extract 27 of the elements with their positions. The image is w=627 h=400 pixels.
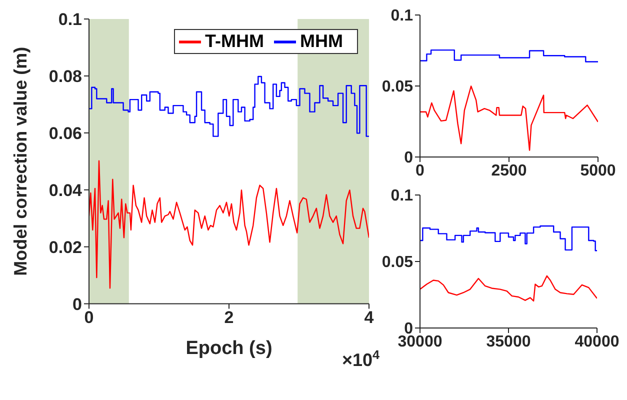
y-tick-label: 0.06: [48, 124, 82, 143]
x-tick-label: 0: [416, 162, 425, 180]
y-tick-label: 0: [404, 150, 414, 167]
x-tick-label: 2500: [491, 162, 527, 180]
y-tick-label: 0.08: [48, 66, 82, 86]
text: ×10$^{4}$: [342, 348, 380, 370]
y-tick-label: 0.1: [58, 10, 82, 30]
y-tick-label: 0: [72, 294, 82, 314]
y-tick-label: 0.05: [382, 78, 414, 96]
y-tick-label: 0.05: [382, 254, 414, 272]
x-tick-label: 35000: [486, 333, 531, 350]
y-axis-title: Model correction value (m): [10, 46, 30, 276]
line-series: [420, 275, 597, 302]
line-series: [420, 86, 598, 151]
legend-label: T-MHM: [205, 31, 264, 51]
y-tick-label: 0.1: [390, 188, 414, 205]
x-axis-title: Epoch (s): [186, 338, 272, 359]
y-tick-label: 0.04: [48, 180, 83, 200]
x-tick-label: 30000: [398, 333, 442, 350]
y-tick-label: 0.02: [48, 238, 82, 257]
legend-label: MHM: [300, 31, 343, 51]
x-tick-label: 4: [364, 308, 374, 327]
y-tick-label: 0.1: [390, 8, 414, 25]
line-series: [89, 160, 369, 289]
x-tick-label: 5000: [580, 162, 616, 180]
x-tick-label: 2: [224, 308, 234, 327]
x-tick-label: 40000: [574, 333, 620, 350]
